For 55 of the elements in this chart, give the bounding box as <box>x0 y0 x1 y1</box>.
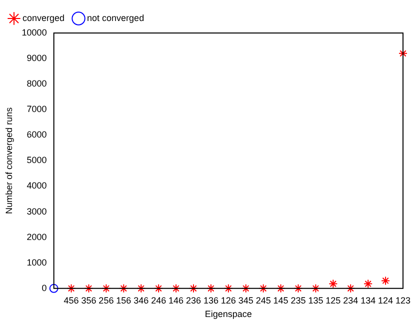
x-tick-label: 124 <box>378 295 394 306</box>
point <box>311 284 320 293</box>
x-tick-label: 346 <box>134 295 149 306</box>
x-tick-label: 456 <box>64 295 79 306</box>
point <box>154 284 164 293</box>
point <box>66 284 76 293</box>
x-tick-label: 123 <box>395 295 411 306</box>
x-tick-label: 126 <box>220 295 236 306</box>
y-tick-label: 3000 <box>26 206 47 216</box>
legend-label: converged <box>22 12 65 23</box>
y-tick-label: 1000 <box>26 257 47 268</box>
y-tick-label: 6000 <box>26 130 47 140</box>
y-tick-label: 5000 <box>26 155 47 166</box>
legend-label: not converged <box>87 12 144 23</box>
x-tick-label: 135 <box>308 295 324 306</box>
x-tick-label: 146 <box>168 295 184 306</box>
x-axis-title: Eigenspace <box>204 309 252 320</box>
y-tick-label: 8000 <box>26 78 47 89</box>
y-tick-label: 2000 <box>26 232 47 242</box>
point <box>241 284 250 293</box>
point <box>294 284 303 293</box>
y-tick-label: 0 <box>42 282 47 293</box>
x-tick-label: 156 <box>116 295 132 306</box>
y-tick-label: 9000 <box>26 53 47 64</box>
point <box>84 284 94 293</box>
point <box>346 284 356 293</box>
point <box>381 276 390 286</box>
y-tick-label: 4000 <box>26 180 47 191</box>
x-tick-label: 345 <box>238 295 254 306</box>
y-tick-label: 10000 <box>22 27 47 38</box>
point <box>258 284 268 293</box>
x-tick-label: 246 <box>151 295 166 306</box>
point <box>328 279 338 288</box>
x-tick-label: 125 <box>326 295 341 306</box>
point <box>119 284 128 293</box>
point <box>49 284 58 293</box>
point <box>364 279 373 288</box>
x-tick-label: 235 <box>290 295 306 306</box>
x-tick-label: 356 <box>81 295 96 306</box>
x-tick-label: 245 <box>256 295 271 306</box>
y-axis-title: Number of converged runs <box>4 106 14 214</box>
x-tick-label: 234 <box>343 295 358 306</box>
y-tick-label: 7000 <box>26 104 47 114</box>
x-tick-label: 134 <box>360 295 376 306</box>
point <box>224 284 233 293</box>
point <box>276 284 286 293</box>
x-tick-label: 145 <box>273 295 288 306</box>
x-tick-label: 256 <box>98 295 114 306</box>
point <box>188 284 198 293</box>
point <box>102 284 111 293</box>
x-tick-label: 136 <box>203 295 218 306</box>
point <box>136 284 146 293</box>
point <box>206 284 216 293</box>
point <box>172 284 181 293</box>
x-tick-label: 236 <box>186 295 202 306</box>
